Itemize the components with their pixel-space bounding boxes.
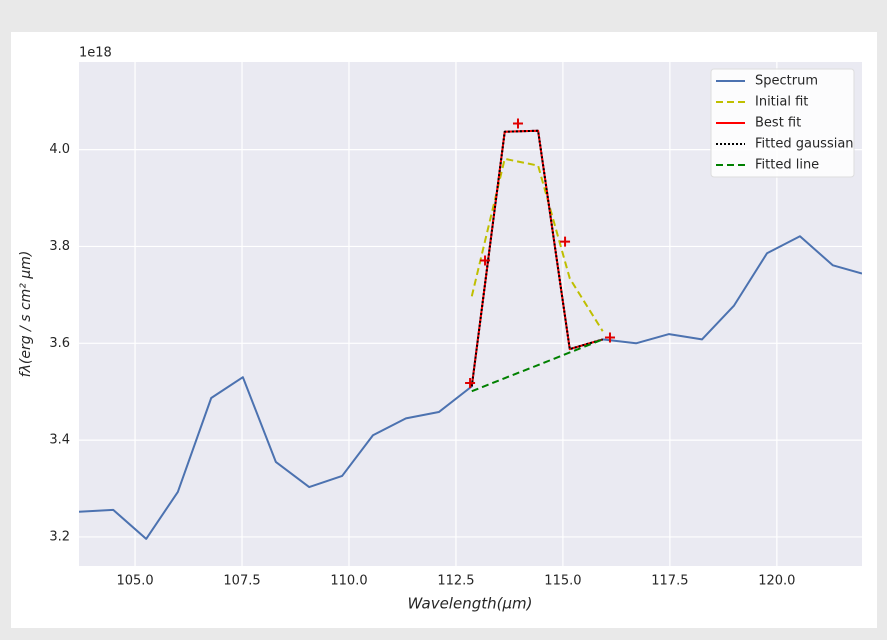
legend-label: Fitted line — [755, 158, 819, 173]
data-marker — [604, 332, 615, 343]
x-tick-label: 115.0 — [544, 574, 581, 589]
series-line — [470, 157, 604, 332]
legend-box — [710, 68, 855, 178]
axis-labels: 1e18 Wavelength(μm) fλ(erg / s cm² μm) — [18, 46, 532, 613]
y-tick-label: 3.2 — [49, 529, 70, 544]
y-tick-label: 4.0 — [49, 142, 70, 157]
legend-label: Spectrum — [755, 74, 818, 89]
legend-label: Fitted gaussian — [755, 137, 854, 152]
y-tick-label: 3.6 — [49, 336, 70, 351]
grid: 105.0 107.5 110.0 112.5 115.0 117.5 120.0 3.2 3.… — [49, 62, 862, 589]
series-line — [471, 338, 604, 393]
x-tick-label: 117.5 — [651, 574, 688, 589]
x-tick-label: 110.0 — [330, 574, 367, 589]
legend-label: Initial fit — [755, 95, 808, 110]
x-tick-label: 105.0 — [116, 574, 153, 589]
y-tick-label: 3.8 — [49, 239, 70, 254]
data-lines — [79, 118, 862, 540]
data-marker — [560, 236, 571, 247]
x-axis-label: Wavelength(μm) — [408, 595, 533, 613]
data-marker — [465, 377, 476, 388]
x-tick-label: 112.5 — [437, 574, 474, 589]
data-marker — [512, 118, 523, 129]
legend-label: Best fit — [755, 116, 801, 131]
series-line — [470, 129, 603, 387]
data-marker — [480, 255, 491, 266]
offset-label: 1e18 — [79, 46, 112, 61]
legend: Spectrum Initial fit Best fit Fitted gaussi… — [710, 68, 855, 178]
x-tick-label: 120.0 — [758, 574, 795, 589]
x-tick-label: 107.5 — [223, 574, 260, 589]
y-tick-label: 3.4 — [49, 433, 70, 448]
y-axis-label: fλ(erg / s cm² μm) — [18, 251, 34, 378]
